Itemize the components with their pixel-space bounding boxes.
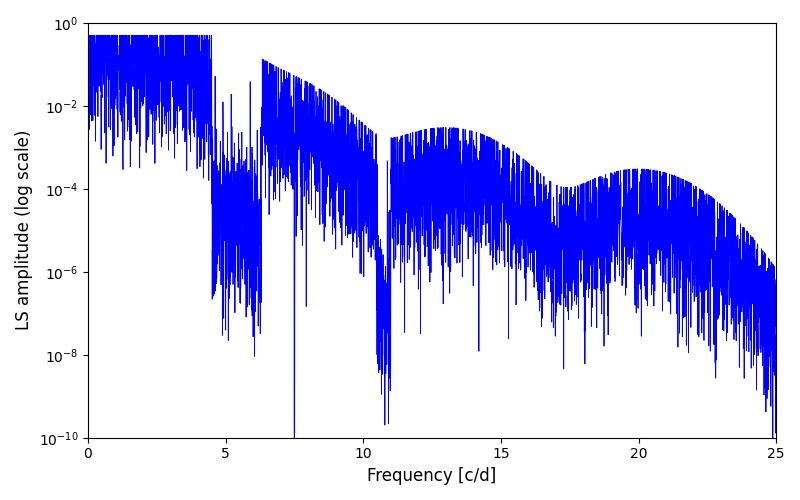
Y-axis label: LS amplitude (log scale): LS amplitude (log scale) bbox=[15, 130, 33, 330]
X-axis label: Frequency [c/d]: Frequency [c/d] bbox=[367, 467, 497, 485]
